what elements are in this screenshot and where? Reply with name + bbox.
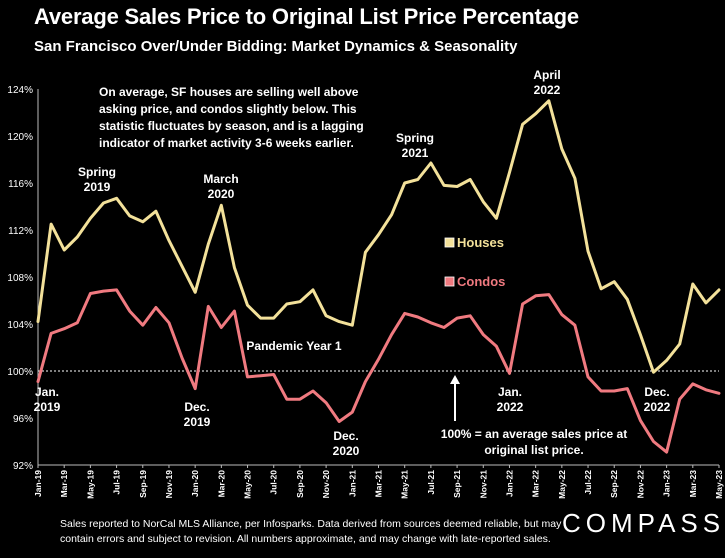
x-tick-label: May-19 [85, 470, 95, 499]
x-tick-label: Jan-20 [190, 470, 200, 497]
x-tick-label: Jul-21 [426, 470, 436, 495]
annotation-pandemic-year-1: Pandemic Year 1 [246, 339, 342, 353]
chart-subtitle: San Francisco Over/Under Bidding: Market… [34, 38, 518, 55]
x-tick-label: Mar-22 [531, 470, 541, 498]
y-tick-label: 108% [7, 273, 33, 284]
x-tick-label: May-23 [714, 470, 724, 499]
series-lines [36, 99, 721, 454]
annotation-dec-2022: Dec. 2022 [644, 385, 671, 414]
legend-swatch-condos [444, 276, 455, 287]
y-tick-label: 120% [7, 132, 33, 143]
legend-label-condos: Condos [457, 274, 505, 289]
series-line-condos [36, 288, 721, 454]
annotation-dec-2019: Dec. 2019 [184, 400, 211, 429]
annotations: On average, SF houses are selling well a… [34, 68, 671, 458]
x-tick-label: Jan-19 [33, 470, 43, 497]
annotation-arrow-head [450, 375, 460, 384]
annotation-100-percent-note: 100% = an average sales price at original… [441, 427, 627, 457]
footer-disclaimer: Sales reported to NorCal MLS Alliance, p… [60, 518, 562, 545]
x-tick-label: Jan-21 [347, 470, 357, 497]
x-tick-label: Mar-21 [374, 470, 384, 498]
annotation-march-2020: March 2020 [203, 172, 238, 201]
x-tick-label: Sep-20 [295, 470, 305, 498]
x-tick-label: Nov-22 [635, 470, 645, 499]
x-tick-label: Sep-22 [609, 470, 619, 498]
compass-logo: COMPASS [562, 508, 725, 538]
x-tick-label: Nov-21 [478, 470, 488, 499]
x-tick-label: Mar-23 [688, 470, 698, 498]
legend-swatch-houses [444, 237, 455, 248]
annotation-dec-2020: Dec. 2020 [333, 429, 360, 458]
x-tick-label: May-20 [243, 470, 253, 499]
annotation-spring-2021: Spring 2021 [396, 131, 434, 160]
x-tick-label: Jan-22 [504, 470, 514, 497]
y-tick-label: 96% [13, 414, 33, 425]
annotation-intro: On average, SF houses are selling well a… [99, 85, 364, 150]
annotation-spring-2019: Spring 2019 [78, 165, 116, 194]
legend-label-houses: Houses [457, 235, 504, 250]
x-tick-label: May-21 [400, 470, 410, 499]
series-line-houses [36, 99, 721, 374]
annotation-jan-2019: Jan. 2019 [34, 385, 61, 414]
x-tick-label: Jul-20 [269, 470, 279, 495]
x-tick-label: Jul-22 [583, 470, 593, 495]
x-tick-label: Jan-23 [662, 470, 672, 497]
x-tick-label: Sep-19 [138, 470, 148, 498]
x-tick-label: Nov-19 [164, 470, 174, 499]
x-axis: Jan-19 Mar-19 May-19 Jul-19 Sep-19 Nov-19 Jan-… [33, 464, 724, 499]
y-tick-label: 124% [7, 85, 33, 96]
x-tick-label: May-22 [557, 470, 567, 499]
y-axis: 92% 96% 100% 104% 108% 112% 116% 120% 124% [7, 85, 39, 472]
x-tick-label: Mar-19 [59, 470, 69, 498]
y-tick-label: 116% [8, 179, 33, 190]
x-tick-label: Sep-21 [452, 470, 462, 498]
annotation-april-2022: April 2022 [533, 68, 560, 97]
y-tick-label: 104% [7, 320, 33, 331]
y-tick-label: 112% [8, 226, 33, 237]
x-tick-label: Mar-20 [216, 470, 226, 498]
y-tick-label: 100% [7, 367, 33, 378]
y-tick-label: 92% [13, 461, 33, 472]
annotation-jan-2022: Jan. 2022 [497, 385, 524, 414]
x-tick-label: Nov-20 [321, 470, 331, 499]
chart-title: Average Sales Price to Original List Pri… [34, 4, 579, 29]
legend: Houses Condos [444, 235, 505, 289]
x-tick-label: Jul-19 [112, 470, 122, 495]
